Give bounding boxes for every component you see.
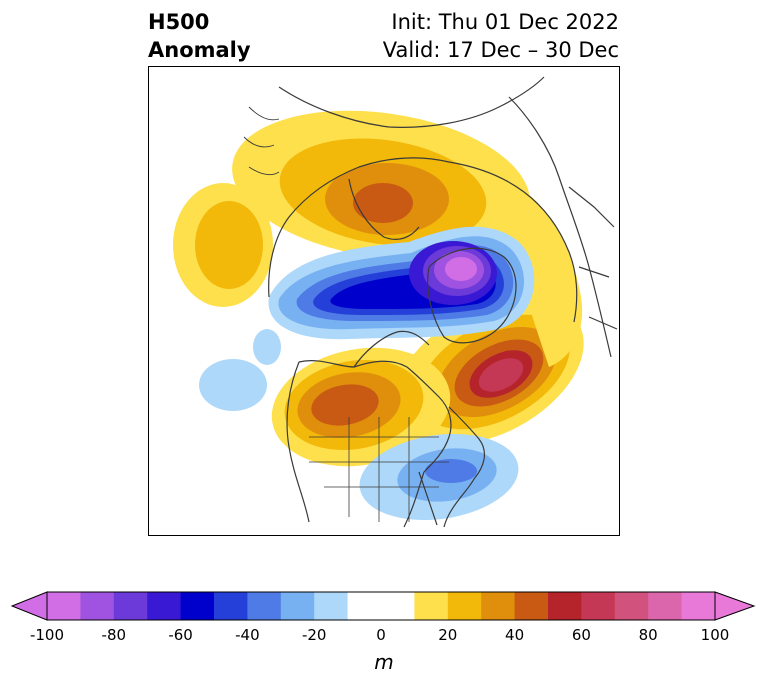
colorbar-segment xyxy=(648,592,683,620)
colorbar-segment xyxy=(80,592,115,620)
florida xyxy=(418,471,438,526)
colorbar-segment xyxy=(548,592,582,620)
colorbar-frame xyxy=(46,591,716,621)
negative-anomalies xyxy=(199,226,535,521)
arctic-islands xyxy=(243,106,280,176)
colorbar-segment xyxy=(214,592,248,620)
colorbar-segment xyxy=(147,592,182,620)
west-coast xyxy=(286,361,310,523)
colorbar-tick-label: 20 xyxy=(438,626,458,644)
colorbar xyxy=(10,591,756,621)
colorbar-segment xyxy=(614,592,649,620)
colorbar-segment xyxy=(447,592,482,620)
eurasia-coast xyxy=(268,157,578,323)
valid-date: Valid: 17 Dec – 30 Dec xyxy=(382,38,619,62)
title-line1: H500 xyxy=(148,10,210,34)
colorbar-tick-label: -20 xyxy=(301,626,327,644)
trough-us-m30 xyxy=(425,459,477,483)
colorbar-segment xyxy=(347,592,415,620)
colorbar-tick-label: 0 xyxy=(376,626,386,644)
colorbar-tick-label: 80 xyxy=(638,626,658,644)
colorbar-unit: m xyxy=(374,650,394,674)
anomaly-map-svg xyxy=(173,76,618,528)
hudson-bay xyxy=(353,330,430,368)
colorbar-under-arrow xyxy=(10,591,48,621)
colorbar-segment xyxy=(581,592,616,620)
colorbar-segment xyxy=(247,592,282,620)
colorbar-tick-label: 100 xyxy=(700,626,730,644)
ridge-asia-20 xyxy=(494,177,583,367)
colorbar-segment xyxy=(47,592,81,620)
colorbar-segment xyxy=(280,592,315,620)
trough-pacific-m10 xyxy=(199,359,267,411)
europe-borders xyxy=(568,186,618,330)
coastlines xyxy=(243,76,618,528)
colorbar-segments xyxy=(47,592,716,620)
trough-bering-m10 xyxy=(253,329,281,365)
colorbar-segment xyxy=(314,592,349,620)
asia-coast xyxy=(278,76,545,128)
colorbar-segment xyxy=(414,592,449,620)
colorbar-segment xyxy=(514,592,549,620)
ridge-atlantic-70 xyxy=(478,358,524,392)
colorbar-tick-label: -60 xyxy=(168,626,193,644)
colorbar-segment xyxy=(681,592,716,620)
anomaly-map xyxy=(148,66,620,536)
title-line2: Anomaly xyxy=(148,38,251,62)
colorbar-segment xyxy=(481,592,516,620)
colorbar-tick-label: 40 xyxy=(505,626,525,644)
us-state-lines xyxy=(309,417,449,522)
map-title: H500 Anomaly xyxy=(148,8,251,64)
colorbar-segment xyxy=(113,592,148,620)
colorbar-segment xyxy=(180,592,215,620)
colorbar-over-arrow xyxy=(714,591,756,621)
ridge-siberia-30 xyxy=(195,201,263,289)
colorbar-tick-label: -40 xyxy=(235,626,260,644)
europe-coast xyxy=(508,96,612,358)
colorbar-tick-label: -100 xyxy=(29,626,65,644)
greenland xyxy=(427,247,517,344)
date-info: Init: Thu 01 Dec 2022 Valid: 17 Dec – 30… xyxy=(383,8,619,64)
ridge-europe-50 xyxy=(353,183,413,223)
colorbar-tick-label: -80 xyxy=(101,626,127,644)
ridge-canada-50 xyxy=(311,384,379,426)
trough-arctic-m90 xyxy=(445,257,477,281)
init-date: Init: Thu 01 Dec 2022 xyxy=(391,10,619,34)
scandinavia xyxy=(348,178,420,240)
colorbar-tick-label: 60 xyxy=(571,626,591,644)
